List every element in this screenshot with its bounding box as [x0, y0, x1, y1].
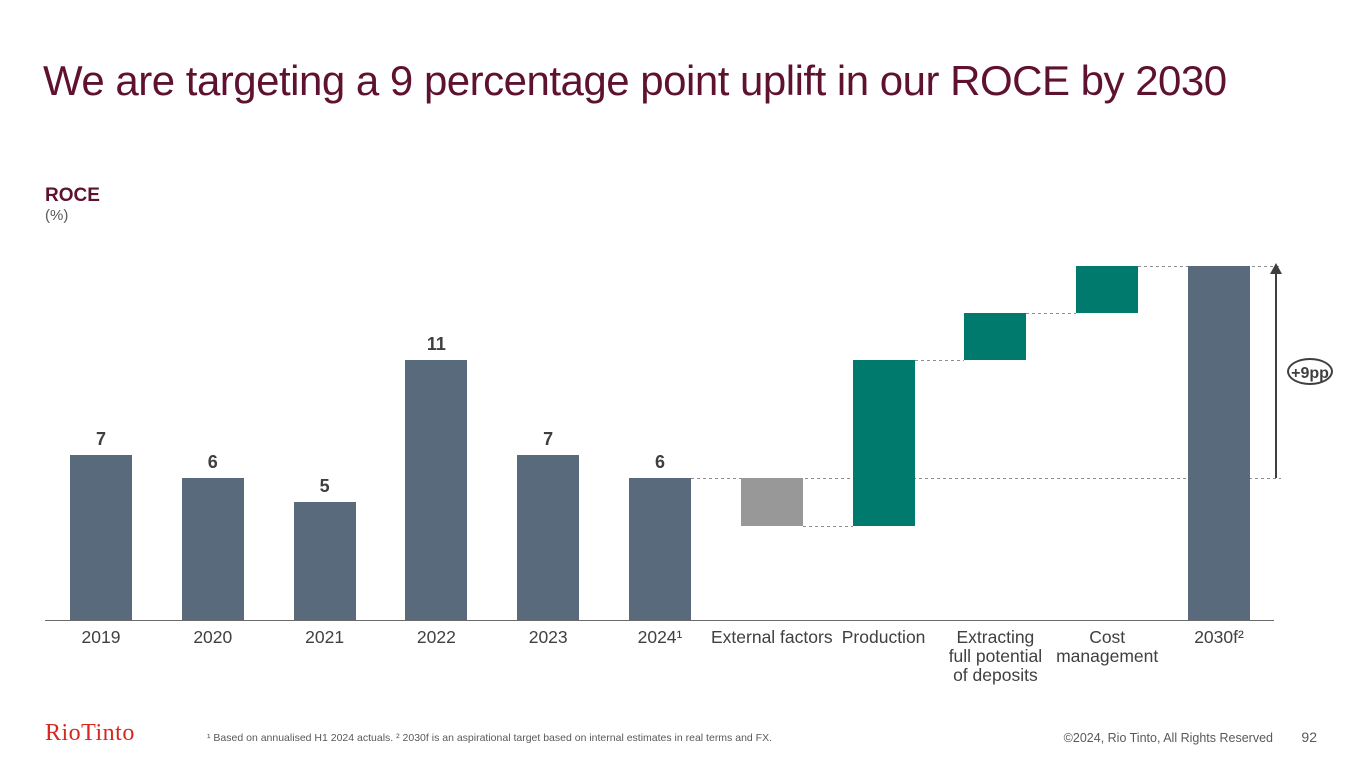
bar-value-label: 11 — [426, 334, 446, 355]
uplift-arrow — [1275, 273, 1277, 478]
uplift-arrow-head-icon — [1270, 263, 1282, 274]
bar-cost-management — [1076, 266, 1139, 314]
x-axis-label-2020: 2020 — [193, 627, 233, 647]
x-axis-label-cost-management: Cost management — [1056, 627, 1159, 666]
waterfall-connector — [1026, 313, 1077, 315]
x-axis-line — [45, 620, 1274, 621]
waterfall-connector — [802, 525, 853, 527]
rio-tinto-logo: RioTinto — [45, 720, 135, 746]
x-axis-label-production: Production — [841, 627, 926, 647]
bar-2030f — [1188, 266, 1250, 620]
bar-2023 — [517, 454, 580, 620]
x-axis-label-2030f: 2030f² — [1194, 627, 1244, 647]
bar-value-label: 7 — [543, 428, 554, 449]
x-axis-label-2023: 2023 — [528, 627, 568, 647]
bar-production — [852, 360, 915, 526]
bar-external-factors — [740, 478, 803, 526]
waterfall-connector — [691, 478, 1281, 480]
bar-2022 — [405, 360, 468, 620]
footnote: ¹ Based on annualised H1 2024 actuals. ²… — [207, 732, 772, 744]
page-number: 92 — [1301, 729, 1317, 745]
chart-title: ROCE — [45, 185, 100, 206]
x-axis-label-2021: 2021 — [305, 627, 345, 647]
bar-2021 — [293, 502, 356, 620]
x-axis-label-2022: 2022 — [416, 627, 456, 647]
bar-extracting-full-potential-of-deposits — [964, 313, 1027, 361]
bar-value-label: 5 — [319, 476, 330, 496]
uplift-badge: +9pp — [1287, 358, 1333, 385]
bar-2019 — [70, 454, 132, 620]
bar-2020 — [181, 478, 244, 620]
copyright-text: ©2024, Rio Tinto, All Rights Reserved — [1063, 731, 1273, 745]
x-axis-label-extracting-full-potential-of-deposits: Extracting full potential of deposits — [948, 627, 1043, 685]
chart-unit-label: (%) — [45, 207, 69, 224]
x-axis-label-2024: 2024¹ — [637, 627, 683, 647]
bar-value-label: 6 — [207, 452, 218, 473]
bar-2024 — [629, 478, 691, 620]
bar-value-label: 6 — [654, 452, 665, 473]
page-title: We are targeting a 9 percentage point up… — [43, 57, 1227, 104]
x-axis-label-2019: 2019 — [81, 627, 121, 647]
waterfall-connector — [914, 360, 965, 362]
x-axis-label-external-factors: External factors — [711, 627, 833, 647]
bar-value-label: 7 — [95, 428, 106, 449]
